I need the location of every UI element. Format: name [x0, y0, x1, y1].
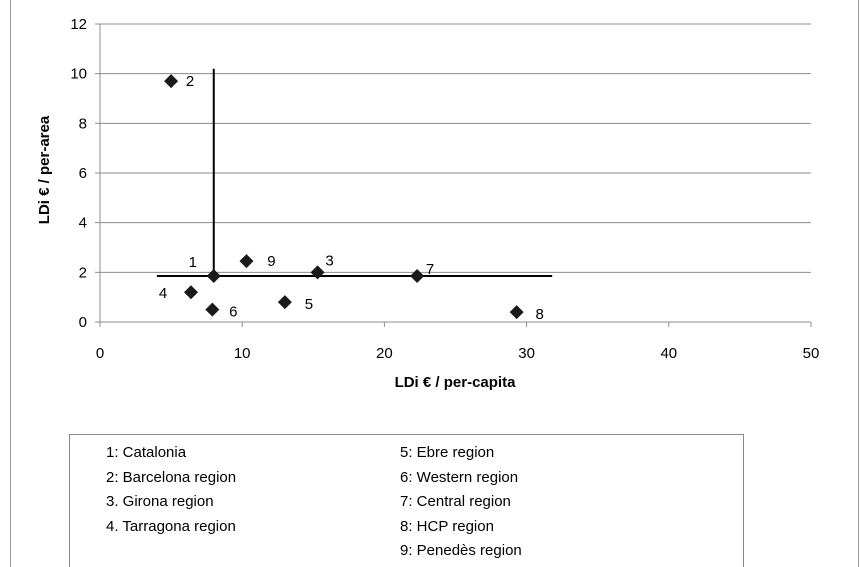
x-tick-label: 50: [803, 345, 820, 362]
data-point-marker: [164, 74, 179, 89]
y-tick-label: 2: [79, 264, 87, 281]
x-tick-label: 10: [234, 345, 251, 362]
data-point-label: 2: [186, 73, 194, 90]
y-tick-label: 0: [79, 314, 87, 331]
data-point-label: 3: [325, 252, 333, 269]
x-tick-label: 40: [660, 345, 677, 362]
y-tick-label: 4: [79, 215, 87, 232]
data-point-label: 7: [426, 261, 434, 278]
data-point-label: 8: [535, 306, 543, 323]
legend-item: 8: HCP region: [400, 517, 494, 535]
legend-item: 3. Girona region: [106, 493, 214, 510]
data-point-marker: [206, 269, 221, 284]
data-point-marker: [310, 265, 325, 280]
data-point-label: 1: [189, 254, 197, 271]
x-tick-label: 30: [518, 345, 535, 362]
legend-item: 9: Penedès region: [400, 542, 522, 559]
legend-item: 1: Catalonia: [106, 444, 187, 461]
data-point-marker: [239, 254, 254, 269]
data-point-marker: [277, 295, 292, 310]
data-point-marker: [184, 285, 199, 300]
y-tick-label: 10: [70, 66, 87, 83]
legend-item: 2: Barcelona region: [106, 468, 237, 486]
y-tick-label: 6: [79, 165, 87, 182]
legend-column-right: 5: Ebre region 6: Western region 7: Cent…: [400, 441, 522, 564]
x-tick-label: 0: [96, 345, 104, 362]
legend-item: 4. Tarragona region: [106, 517, 236, 535]
point-labels: 1 2 3 4 5 6 7 8 9: [159, 73, 544, 323]
legend-item: 6: Western region: [400, 468, 519, 486]
legend-item: 7: Central region: [400, 493, 511, 510]
legend-column-left: 1: Catalonia 2: Barcelona region 3. Giro…: [106, 441, 236, 539]
chart-frame: [10, 0, 859, 567]
data-point-label: 6: [229, 304, 237, 321]
data-point-marker: [509, 305, 524, 320]
reference-lines: [156, 68, 553, 278]
data-point-label: 4: [159, 285, 167, 302]
y-axis-title: LDi € / per-area: [36, 115, 53, 224]
legend-item: 5: Ebre region: [400, 444, 495, 461]
grid-lines: [100, 23, 811, 273]
legend: 1: Catalonia 2: Barcelona region 3. Giro…: [69, 434, 744, 567]
data-point-marker: [205, 302, 220, 317]
data-point-marker: [410, 269, 425, 284]
x-axis-title: LDi € / per-capita: [395, 374, 517, 391]
y-tick-label: 12: [70, 16, 87, 33]
data-points: [164, 74, 524, 320]
y-tick-label: 8: [79, 115, 87, 132]
data-point-label: 9: [267, 253, 275, 270]
x-tick-label: 20: [376, 345, 393, 362]
data-point-label: 5: [305, 296, 313, 313]
